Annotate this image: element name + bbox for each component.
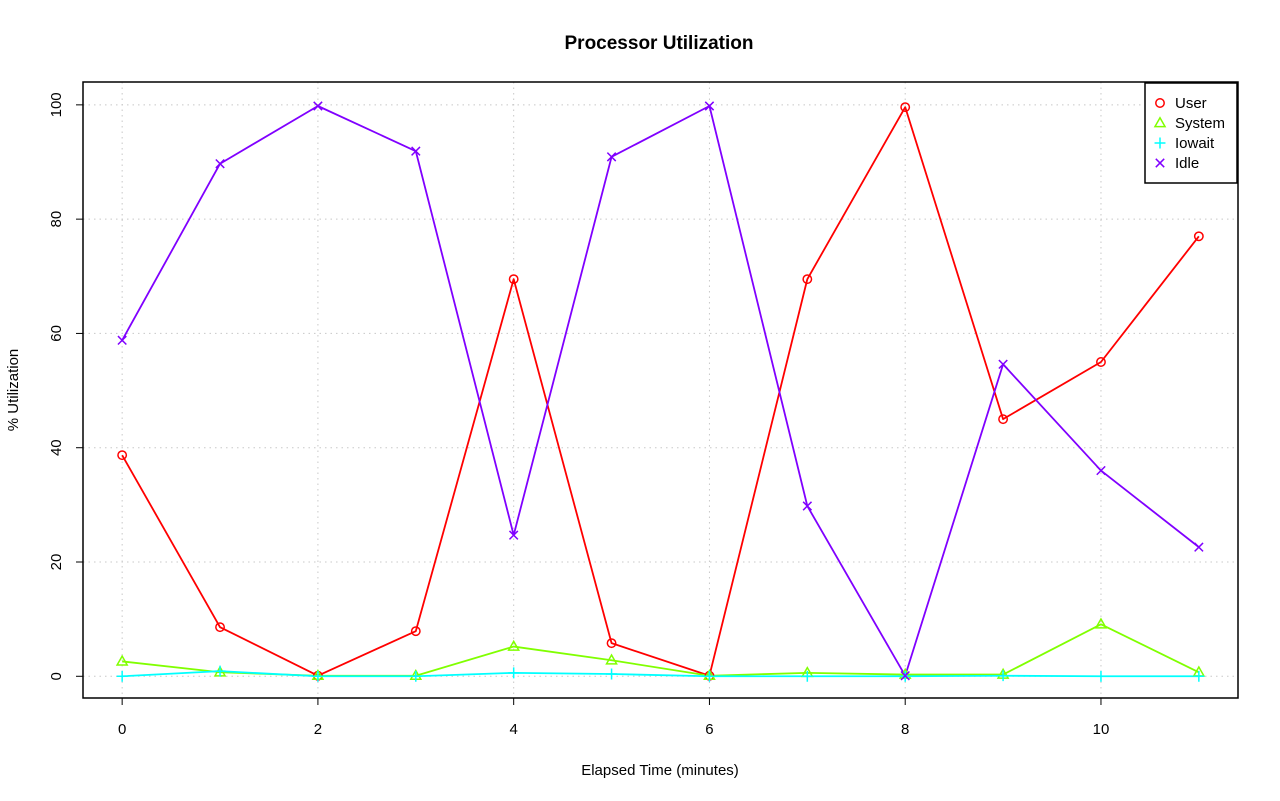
x-tick-label: 10 xyxy=(1093,721,1110,738)
data-point-iowait xyxy=(508,667,520,679)
legend-label-iowait: Iowait xyxy=(1175,135,1215,152)
data-point-iowait xyxy=(214,665,226,677)
data-point-user xyxy=(215,622,225,633)
data-point-user xyxy=(606,638,617,649)
data-point-idle xyxy=(117,335,127,346)
data-point-idle xyxy=(215,158,225,169)
y-tick-label: 40 xyxy=(48,439,65,456)
data-point-idle xyxy=(411,146,421,156)
legend-label-system: System xyxy=(1175,115,1225,132)
data-point-system xyxy=(1094,617,1108,629)
data-point-iowait xyxy=(410,670,422,682)
series-markers xyxy=(115,101,1206,682)
data-point-idle xyxy=(313,101,323,111)
data-point-user xyxy=(1096,357,1106,367)
data-point-iowait xyxy=(116,670,128,682)
data-point-iowait xyxy=(312,670,324,682)
x-tick-label: 6 xyxy=(705,721,713,738)
plot-frame xyxy=(82,81,1239,699)
data-point-user xyxy=(117,450,128,461)
y-axis-label: % Utilization xyxy=(5,349,22,432)
data-point-iowait xyxy=(801,670,813,682)
data-point-iowait xyxy=(997,670,1009,682)
data-point-idle xyxy=(802,501,813,511)
data-point-idle xyxy=(900,670,910,681)
x-tick-label: 2 xyxy=(314,721,322,738)
legend-label-idle: Idle xyxy=(1175,155,1199,172)
y-axis: 0 20 40 60 80 100 xyxy=(48,92,83,680)
legend-box xyxy=(1144,82,1238,184)
grid xyxy=(83,82,1238,698)
data-point-user xyxy=(1193,231,1204,242)
series-line-iowait xyxy=(122,670,1199,678)
data-point-iowait xyxy=(606,668,618,680)
chart-title: Processor Utilization xyxy=(565,33,754,54)
data-point-user xyxy=(410,626,421,637)
legend-label-user: User xyxy=(1175,95,1207,112)
data-point-user xyxy=(998,414,1009,425)
data-point-idle xyxy=(1096,465,1106,476)
legend-marker-iowait xyxy=(1154,137,1166,149)
x-tick-label: 0 xyxy=(118,721,126,738)
data-point-user xyxy=(900,102,911,113)
y-tick-label: 100 xyxy=(48,92,65,117)
legend-marker-system xyxy=(1153,116,1167,128)
legend-marker-user xyxy=(1155,98,1165,108)
data-point-system xyxy=(605,653,618,665)
data-point-iowait xyxy=(1095,670,1107,682)
data-point-system xyxy=(115,654,129,666)
data-point-idle xyxy=(998,359,1008,370)
data-point-iowait xyxy=(1193,670,1205,682)
x-tick-label: 4 xyxy=(510,721,518,738)
series-lines xyxy=(121,105,1200,678)
series-line-idle xyxy=(121,105,1200,677)
data-point-user xyxy=(508,274,519,285)
data-point-idle xyxy=(1194,542,1204,552)
series-line-user xyxy=(121,106,1200,677)
x-axis-label: Elapsed Time (minutes) xyxy=(581,762,739,779)
legend-marker-idle xyxy=(1155,158,1165,168)
data-point-idle xyxy=(704,101,715,111)
data-point-iowait xyxy=(703,670,715,682)
y-tick-label: 0 xyxy=(48,672,65,680)
data-point-idle xyxy=(606,152,617,162)
series-line-system xyxy=(122,623,1200,677)
x-tick-label: 8 xyxy=(901,721,909,738)
y-tick-label: 80 xyxy=(48,211,65,228)
y-tick-label: 60 xyxy=(48,325,65,342)
data-point-idle xyxy=(508,530,519,540)
data-point-system xyxy=(507,639,521,651)
y-tick-label: 20 xyxy=(48,554,65,571)
x-axis: 0 2 4 6 8 10 xyxy=(118,698,1109,738)
data-point-user xyxy=(802,274,813,285)
legend: User System Iowait Idle xyxy=(1144,82,1238,184)
